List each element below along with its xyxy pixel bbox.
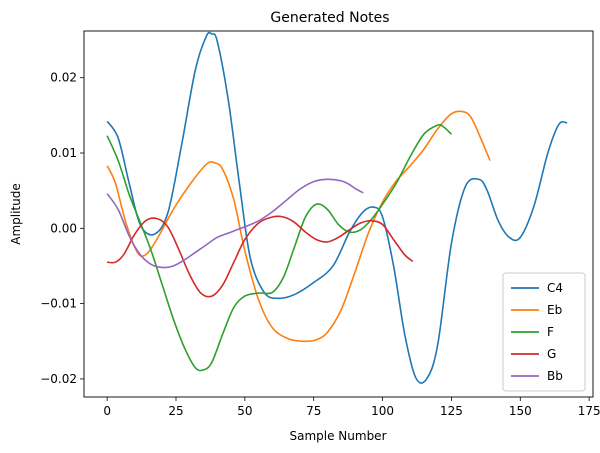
- series-line-eb: [106, 110, 491, 343]
- y-tick-label: −0.02: [40, 372, 77, 386]
- y-axis-label: Amplitude: [9, 183, 23, 245]
- x-tick-label: 75: [306, 404, 321, 418]
- x-tick-label: 0: [103, 404, 111, 418]
- y-tick-label: 0.00: [50, 221, 77, 235]
- series-line-g: [107, 215, 414, 298]
- x-tick-label: 125: [440, 404, 463, 418]
- chart-title: Generated Notes: [270, 10, 389, 26]
- legend-label-bb: Bb: [547, 369, 563, 383]
- y-tick-label: 0.01: [50, 146, 77, 160]
- legend-label-eb: Eb: [547, 303, 562, 317]
- y-tick-label: −0.01: [40, 297, 77, 311]
- legend-label-c4: C4: [547, 281, 563, 295]
- y-axis: −0.02 −0.01 0.00 0.01 0.02: [40, 71, 84, 386]
- legend-label-f: F: [547, 325, 554, 339]
- legend-label-g: G: [547, 347, 556, 361]
- y-tick-label: 0.02: [50, 71, 77, 85]
- legend-box: [502, 272, 586, 392]
- series-layer: [106, 31, 568, 384]
- x-tick-label: 175: [578, 404, 600, 418]
- x-axis: 0 25 50 75 100 125 150 175: [103, 397, 600, 418]
- legend: C4 Eb FG Bb: [502, 272, 586, 392]
- series-line-f: [106, 123, 452, 372]
- x-tick-label: 50: [237, 404, 252, 418]
- x-tick-label: 100: [371, 404, 394, 418]
- x-tick-label: 25: [168, 404, 183, 418]
- x-tick-label: 150: [509, 404, 532, 418]
- x-axis-label: Sample Number: [289, 429, 386, 443]
- series-line-c4: [106, 31, 568, 384]
- plot-frame: [83, 30, 594, 398]
- series-line-bb: [106, 178, 364, 269]
